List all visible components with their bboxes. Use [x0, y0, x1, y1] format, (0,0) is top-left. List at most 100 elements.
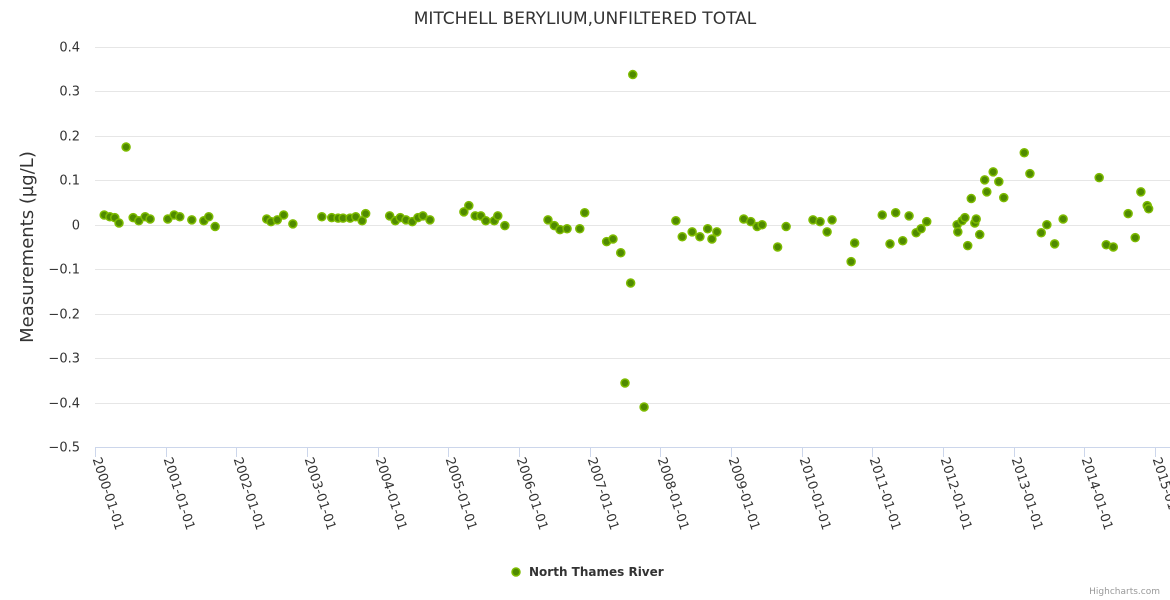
data-point[interactable]: [493, 211, 503, 221]
data-point[interactable]: [121, 142, 131, 152]
data-point[interactable]: [204, 212, 214, 222]
data-point[interactable]: [966, 193, 977, 204]
x-tick-label: 2005-01-01: [442, 456, 480, 532]
x-tick-label: 2000-01-01: [89, 456, 127, 532]
data-point[interactable]: [459, 207, 469, 217]
y-tick-label: −0.4: [48, 397, 80, 412]
data-point[interactable]: [1094, 172, 1104, 183]
credits-link[interactable]: Highcharts.com: [1089, 587, 1160, 597]
x-tick-label: 2010-01-01: [796, 456, 834, 532]
data-point[interactable]: [757, 220, 767, 230]
data-point[interactable]: [628, 69, 638, 80]
data-point[interactable]: [979, 175, 990, 185]
data-point[interactable]: [971, 214, 981, 224]
data-point[interactable]: [1108, 242, 1119, 252]
x-tick-label: 2012-01-01: [937, 456, 975, 532]
x-tick-label: 2009-01-01: [725, 456, 763, 532]
y-tick-label: 0.4: [59, 41, 80, 56]
y-tick-label: −0.1: [48, 263, 80, 278]
data-point[interactable]: [425, 215, 435, 225]
data-point[interactable]: [781, 221, 791, 232]
data-point[interactable]: [982, 187, 992, 197]
data-point[interactable]: [1042, 220, 1052, 230]
x-axis: 2000-01-01 2001-01-01 2002-01-01 2003-01-01…: [89, 447, 1170, 532]
data-point[interactable]: [849, 238, 860, 248]
data-point[interactable]: [885, 239, 895, 249]
data-point[interactable]: [543, 215, 553, 225]
data-point[interactable]: [988, 167, 998, 177]
data-point[interactable]: [671, 216, 681, 226]
data-point[interactable]: [1123, 208, 1133, 219]
data-point[interactable]: [677, 232, 687, 242]
grid-lines: [95, 47, 1170, 448]
data-point[interactable]: [272, 215, 283, 225]
data-point[interactable]: [702, 224, 713, 234]
data-point[interactable]: [418, 211, 428, 221]
data-point[interactable]: [994, 176, 1004, 187]
legend-item[interactable]: North Thames River: [511, 565, 664, 579]
data-point[interactable]: [625, 278, 636, 288]
data-point[interactable]: [890, 208, 901, 218]
data-point[interactable]: [962, 240, 973, 251]
data-point[interactable]: [481, 216, 491, 226]
data-point[interactable]: [822, 227, 832, 237]
data-point[interactable]: [695, 232, 705, 242]
data-point[interactable]: [746, 216, 756, 227]
data-point[interactable]: [288, 219, 298, 229]
data-point[interactable]: [1136, 187, 1146, 197]
data-point[interactable]: [916, 224, 926, 234]
data-point[interactable]: [687, 227, 697, 237]
y-axis-ticks: 0.4 0.3 0.2 0.1 0 −0.1 −0.2 −0.3 −0.4 −0.5: [48, 41, 80, 456]
legend-label[interactable]: North Thames River: [529, 565, 664, 579]
data-point[interactable]: [579, 208, 590, 218]
data-point[interactable]: [815, 216, 825, 227]
data-point[interactable]: [175, 212, 185, 222]
data-point[interactable]: [1143, 204, 1154, 214]
data-point[interactable]: [707, 234, 717, 244]
y-tick-label: 0.3: [59, 85, 80, 100]
x-tick-label: 2004-01-01: [372, 456, 410, 532]
x-tick-label: 2014-01-01: [1078, 456, 1116, 532]
data-point[interactable]: [999, 192, 1009, 203]
data-point[interactable]: [278, 210, 289, 220]
data-point[interactable]: [620, 378, 630, 388]
data-point[interactable]: [960, 212, 970, 223]
data-point[interactable]: [1019, 148, 1030, 158]
x-tick-label: 2008-01-01: [654, 456, 692, 532]
data-point[interactable]: [317, 212, 327, 222]
data-point[interactable]: [827, 215, 837, 225]
data-point[interactable]: [897, 236, 908, 246]
data-point[interactable]: [616, 248, 626, 258]
data-point[interactable]: [1058, 214, 1068, 224]
data-point[interactable]: [877, 210, 887, 220]
data-point[interactable]: [575, 224, 585, 234]
data-point[interactable]: [187, 215, 197, 225]
data-point[interactable]: [500, 220, 510, 231]
data-point[interactable]: [1025, 168, 1035, 179]
data-point[interactable]: [114, 218, 124, 228]
data-point[interactable]: [562, 224, 572, 234]
data-point[interactable]: [608, 234, 618, 244]
data-point[interactable]: [921, 216, 932, 227]
data-point[interactable]: [145, 214, 155, 224]
data-point[interactable]: [464, 200, 474, 211]
data-point[interactable]: [953, 227, 963, 237]
data-point[interactable]: [639, 402, 649, 412]
x-tick-label: 2011-01-01: [866, 456, 904, 532]
y-tick-label: 0.2: [59, 130, 80, 145]
data-point[interactable]: [1049, 239, 1060, 249]
data-point[interactable]: [1036, 228, 1046, 238]
data-point[interactable]: [846, 256, 856, 267]
data-point[interactable]: [210, 221, 220, 232]
data-point[interactable]: [904, 211, 914, 221]
data-point[interactable]: [712, 227, 722, 237]
chart-title: MITCHELL BERYLIUM,UNFILTERED TOTAL: [414, 9, 757, 29]
legend-marker-icon: [511, 567, 521, 577]
x-tick-label: 2013-01-01: [1008, 456, 1046, 532]
data-point[interactable]: [1130, 232, 1140, 243]
data-point[interactable]: [772, 242, 783, 252]
y-axis-label: Measurements (µg/L): [17, 151, 38, 343]
data-point[interactable]: [360, 208, 371, 219]
data-point[interactable]: [974, 229, 985, 240]
